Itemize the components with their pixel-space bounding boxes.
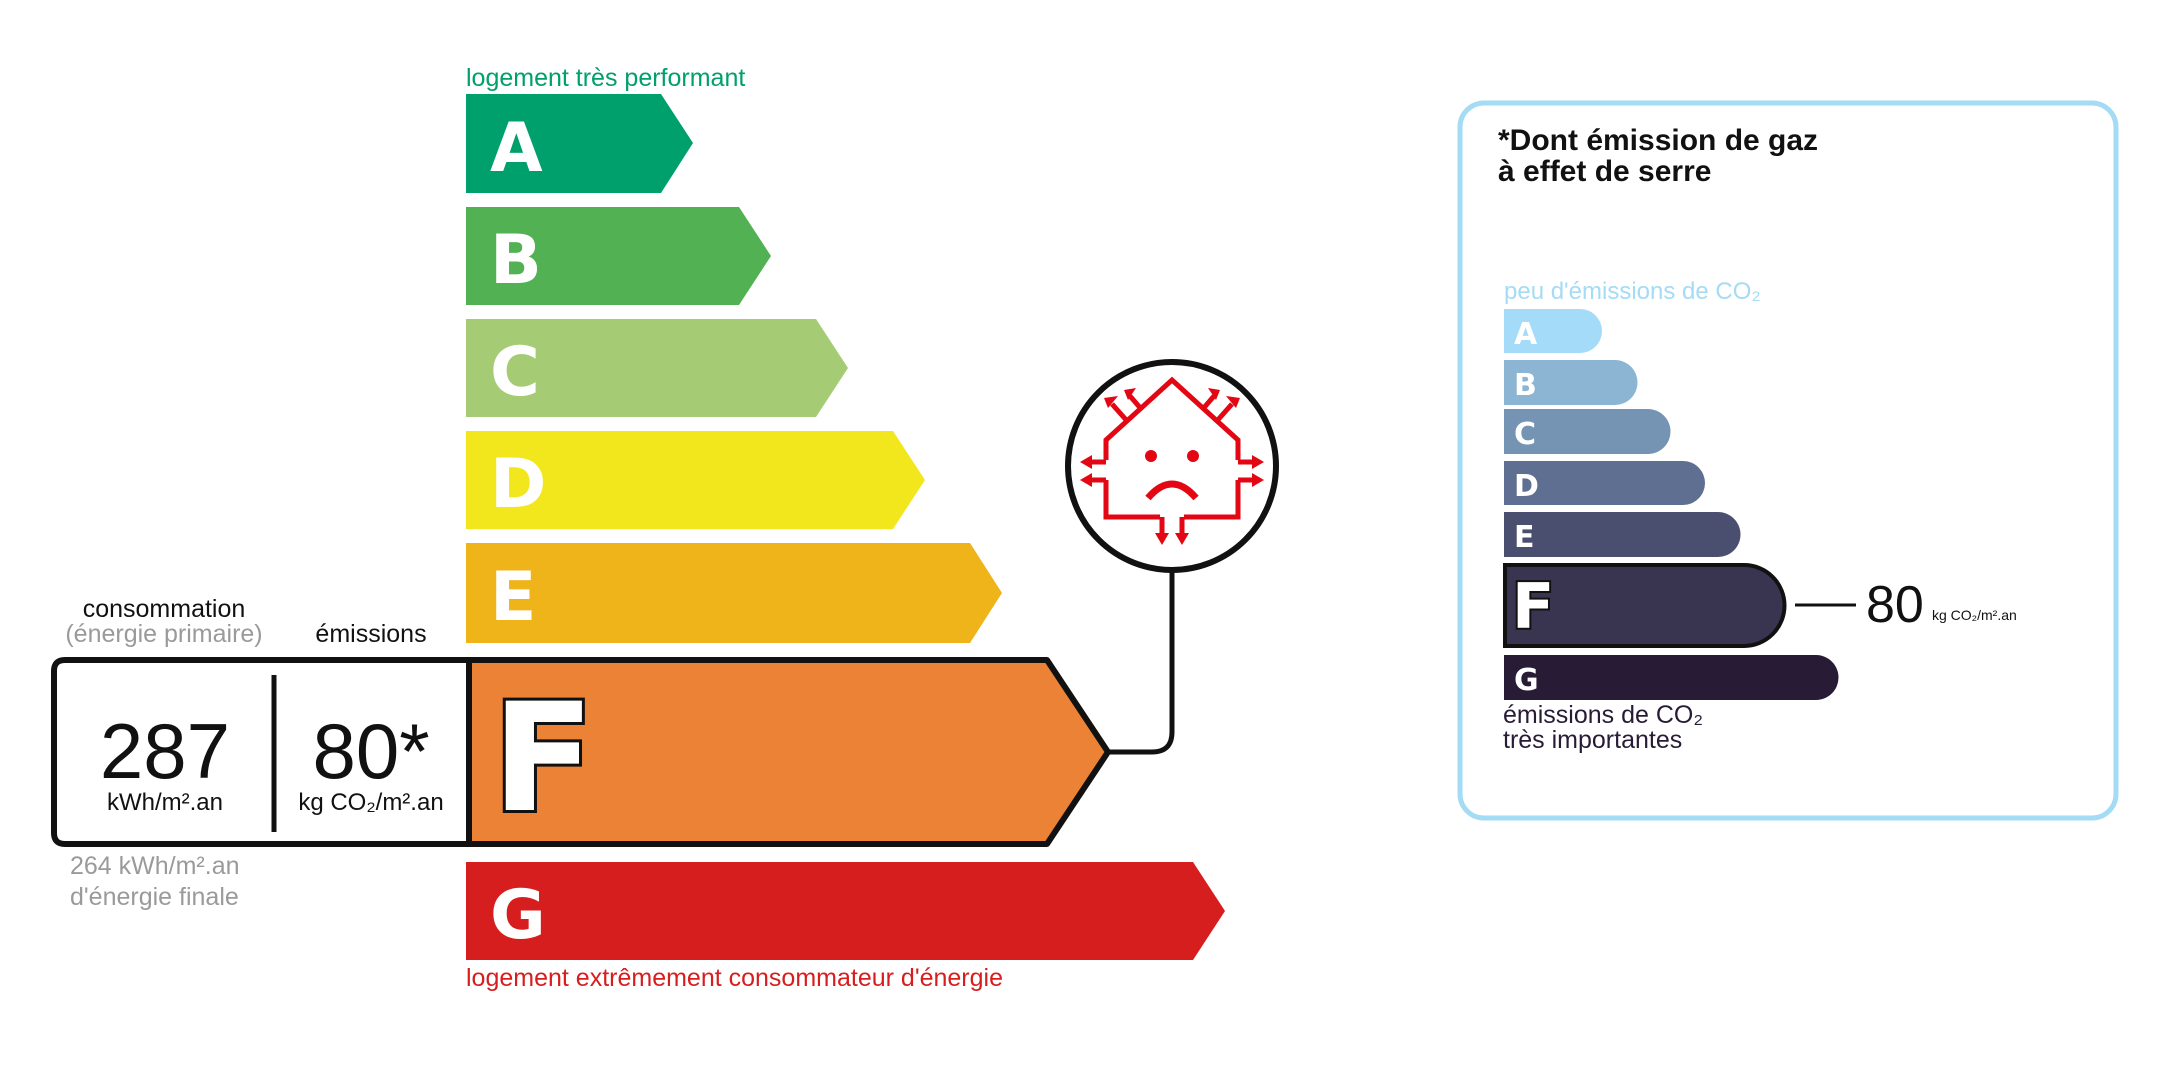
ges-bar-d: D	[1504, 461, 1705, 505]
ges-bottom-label-line1: émissions de CO₂	[1503, 701, 1703, 729]
ges-letter: A	[1514, 317, 1538, 352]
ges-letter: C	[1514, 417, 1536, 452]
consumption-sub: (énergie primaire)	[65, 620, 262, 648]
emissions-label: émissions	[315, 620, 426, 648]
icon-connector	[1108, 571, 1175, 755]
dpe-bar-d: D	[466, 431, 925, 529]
dpe-top-label: logement très performant	[466, 64, 745, 92]
dpe-letter: D	[490, 445, 546, 524]
dpe-bottom-label: logement extrêmement consommateur d'éner…	[466, 964, 1003, 992]
consumption-unit: kWh/m².an	[107, 789, 223, 816]
final-energy-value: 264 kWh/m².an	[70, 852, 240, 880]
ges-letter: D	[1514, 469, 1539, 504]
ges-value: 80	[1866, 576, 1924, 634]
leaky-house-sad-icon	[1065, 359, 1279, 573]
dpe-letter-current: F	[492, 672, 594, 846]
ges-title-line1: *Dont émission de gaz	[1498, 124, 1818, 157]
ges-bar-c: C	[1504, 409, 1671, 454]
ges-letter: E	[1514, 520, 1535, 555]
dpe-letter: G	[490, 876, 546, 955]
ges-bar-g: G	[1504, 655, 1839, 700]
final-energy-label: d'énergie finale	[70, 883, 239, 911]
consumption-label: consommation	[83, 595, 246, 623]
ges-bar-f-current: F	[1503, 563, 1787, 648]
ges-letter-current: F	[1512, 570, 1554, 643]
dpe-letter: E	[490, 558, 536, 637]
ges-letter: B	[1514, 368, 1537, 403]
dpe-bar-c: C	[466, 319, 848, 417]
dpe-letter: B	[490, 221, 542, 300]
ges-bar-a: A	[1504, 309, 1602, 353]
ges-top-label: peu d'émissions de CO₂	[1504, 278, 1761, 305]
emissions-value: 80*	[312, 707, 429, 795]
ges-title-line2: à effet de serre	[1498, 155, 1711, 188]
dpe-letter: C	[490, 333, 540, 412]
dpe-value-box	[51, 657, 472, 847]
consumption-value: 287	[100, 707, 230, 795]
dpe-bar-g: G	[466, 862, 1225, 960]
ges-bar-b: B	[1504, 360, 1638, 405]
dpe-bar-b: B	[466, 207, 771, 305]
ges-bottom-label-line2: très importantes	[1503, 726, 1682, 754]
ges-letter: G	[1514, 663, 1539, 698]
dpe-bar-a: A	[466, 94, 693, 193]
dpe-bar-f-current: F	[466, 657, 1111, 849]
dpe-letter: A	[490, 109, 543, 188]
emissions-unit: kg CO₂/m².an	[298, 789, 443, 816]
ges-bar-e: E	[1504, 512, 1741, 557]
dpe-bar-e: E	[466, 543, 1002, 643]
ges-unit: kg CO₂/m².an	[1932, 607, 2017, 623]
